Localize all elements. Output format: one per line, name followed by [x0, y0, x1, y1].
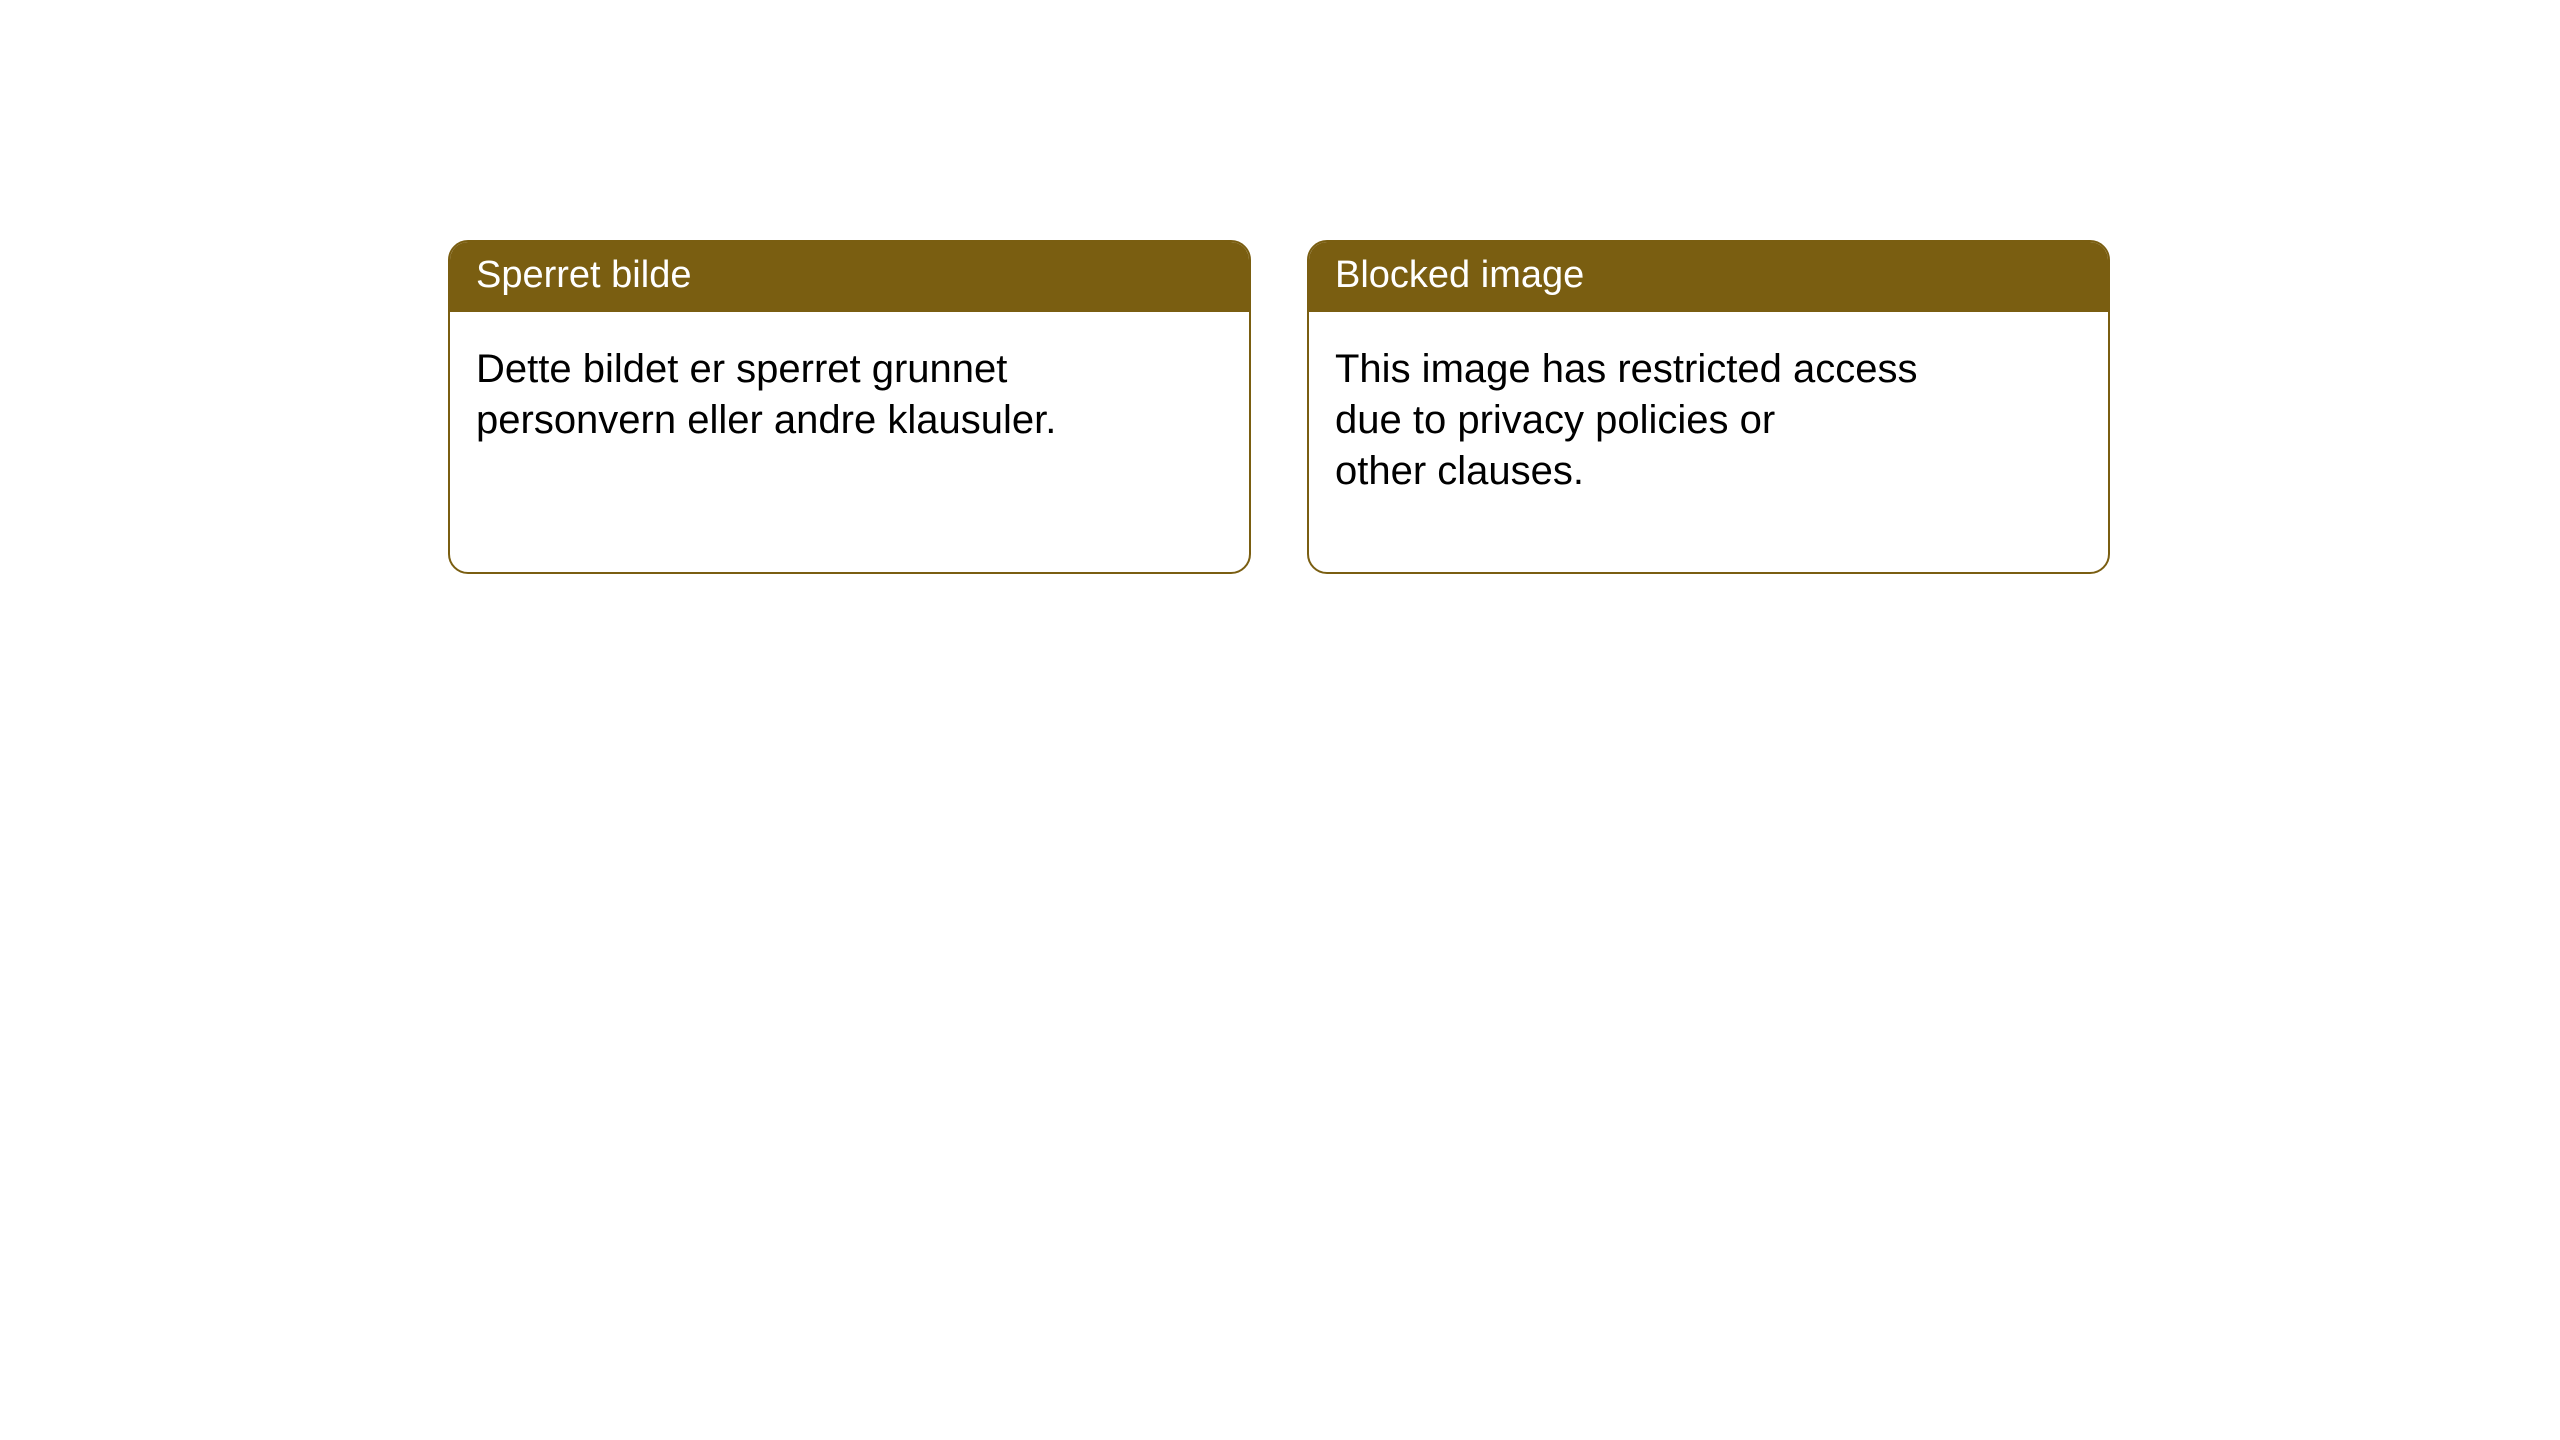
notice-card-english: Blocked image This image has restricted …	[1307, 240, 2110, 574]
notice-card-body: Dette bildet er sperret grunnet personve…	[450, 312, 1249, 478]
notice-card-norwegian: Sperret bilde Dette bildet er sperret gr…	[448, 240, 1251, 574]
notice-card-header: Blocked image	[1309, 242, 2108, 312]
notice-container: Sperret bilde Dette bildet er sperret gr…	[0, 0, 2560, 574]
notice-card-body-text: Dette bildet er sperret grunnet personve…	[476, 344, 1116, 446]
notice-card-body: This image has restricted access due to …	[1309, 312, 2108, 530]
notice-card-body-text: This image has restricted access due to …	[1335, 344, 1995, 498]
notice-card-header: Sperret bilde	[450, 242, 1249, 312]
